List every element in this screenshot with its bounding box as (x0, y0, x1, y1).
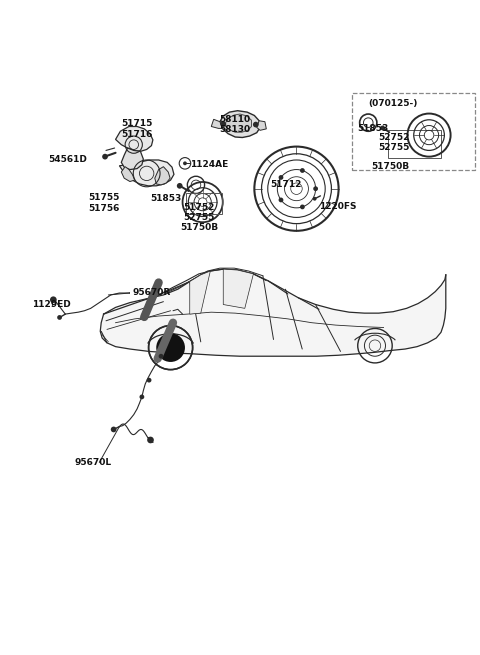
Circle shape (140, 394, 144, 400)
Circle shape (300, 204, 305, 210)
Text: 51755
51756: 51755 51756 (88, 193, 120, 213)
Text: 51712: 51712 (270, 180, 301, 189)
Text: 51750B: 51750B (180, 223, 218, 232)
Text: 51750B: 51750B (372, 162, 410, 172)
Circle shape (313, 197, 317, 200)
Bar (352, 93, 475, 170)
Circle shape (220, 121, 226, 127)
Text: 58110
58130: 58110 58130 (220, 115, 251, 134)
Polygon shape (223, 269, 253, 309)
Text: 51853: 51853 (150, 195, 181, 204)
Circle shape (111, 426, 117, 432)
Polygon shape (211, 119, 222, 128)
Circle shape (278, 175, 283, 180)
Text: 51715
51716: 51715 51716 (121, 119, 153, 139)
Circle shape (313, 186, 318, 191)
Text: 1124AE: 1124AE (190, 160, 228, 169)
Text: 95670R: 95670R (132, 288, 170, 297)
Text: 1220FS: 1220FS (319, 202, 357, 212)
Circle shape (253, 122, 259, 128)
Circle shape (57, 315, 62, 320)
Text: 1129ED: 1129ED (32, 300, 71, 309)
Polygon shape (220, 111, 260, 138)
Text: 51752
52755: 51752 52755 (184, 203, 215, 223)
Circle shape (380, 126, 385, 130)
Polygon shape (120, 160, 174, 186)
Polygon shape (190, 271, 210, 314)
Circle shape (102, 154, 108, 160)
Polygon shape (121, 166, 135, 181)
Polygon shape (155, 166, 170, 185)
Text: 51853: 51853 (357, 124, 388, 133)
Bar (186, 193, 222, 214)
Polygon shape (121, 148, 144, 170)
Circle shape (156, 333, 185, 362)
Polygon shape (116, 126, 153, 151)
Text: 54561D: 54561D (48, 155, 87, 164)
Circle shape (147, 437, 154, 443)
Polygon shape (226, 114, 252, 132)
Bar (388, 130, 441, 158)
Circle shape (177, 183, 182, 189)
Text: (070125-): (070125-) (368, 99, 418, 108)
Circle shape (183, 161, 187, 165)
Circle shape (50, 297, 57, 303)
Circle shape (147, 378, 152, 383)
Polygon shape (100, 269, 446, 356)
Text: 95670L: 95670L (75, 458, 112, 467)
Circle shape (278, 198, 283, 202)
Polygon shape (141, 282, 158, 319)
Circle shape (158, 354, 163, 358)
Circle shape (300, 168, 305, 173)
Text: 52752
52755: 52752 52755 (378, 133, 410, 152)
Polygon shape (257, 121, 266, 130)
